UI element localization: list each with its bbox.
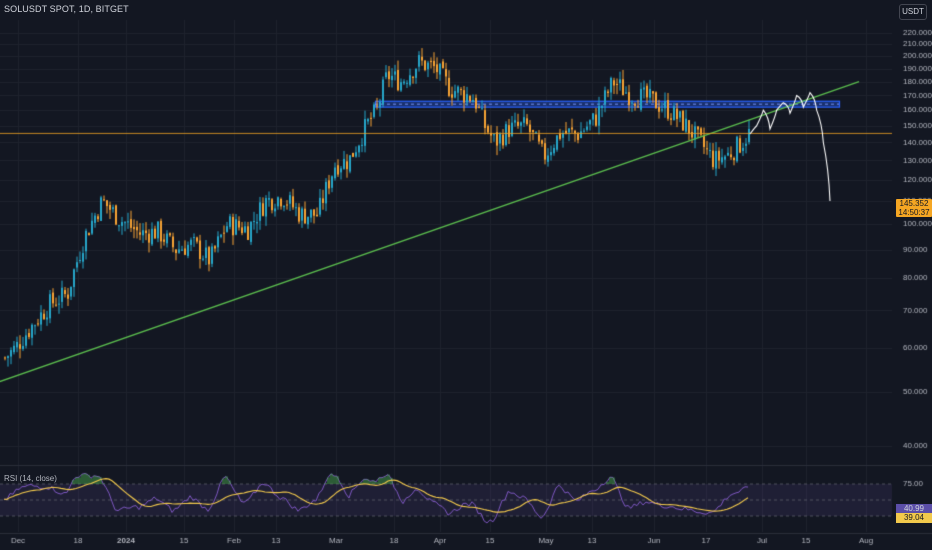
current-price-value: 145.352	[899, 199, 929, 208]
current-price-label: 145.352 14:50:37	[896, 199, 932, 217]
rsi-indicator-label[interactable]: RSI (14, close)	[4, 474, 57, 483]
symbol-title[interactable]: SOLUSDT SPOT, 1D, BITGET	[4, 4, 129, 14]
currency-button[interactable]: USDT	[899, 4, 927, 20]
rsi-value-purple: 40.99	[896, 504, 932, 514]
rsi-value: 39.04	[896, 513, 932, 523]
bar-countdown: 14:50:37	[898, 208, 930, 217]
